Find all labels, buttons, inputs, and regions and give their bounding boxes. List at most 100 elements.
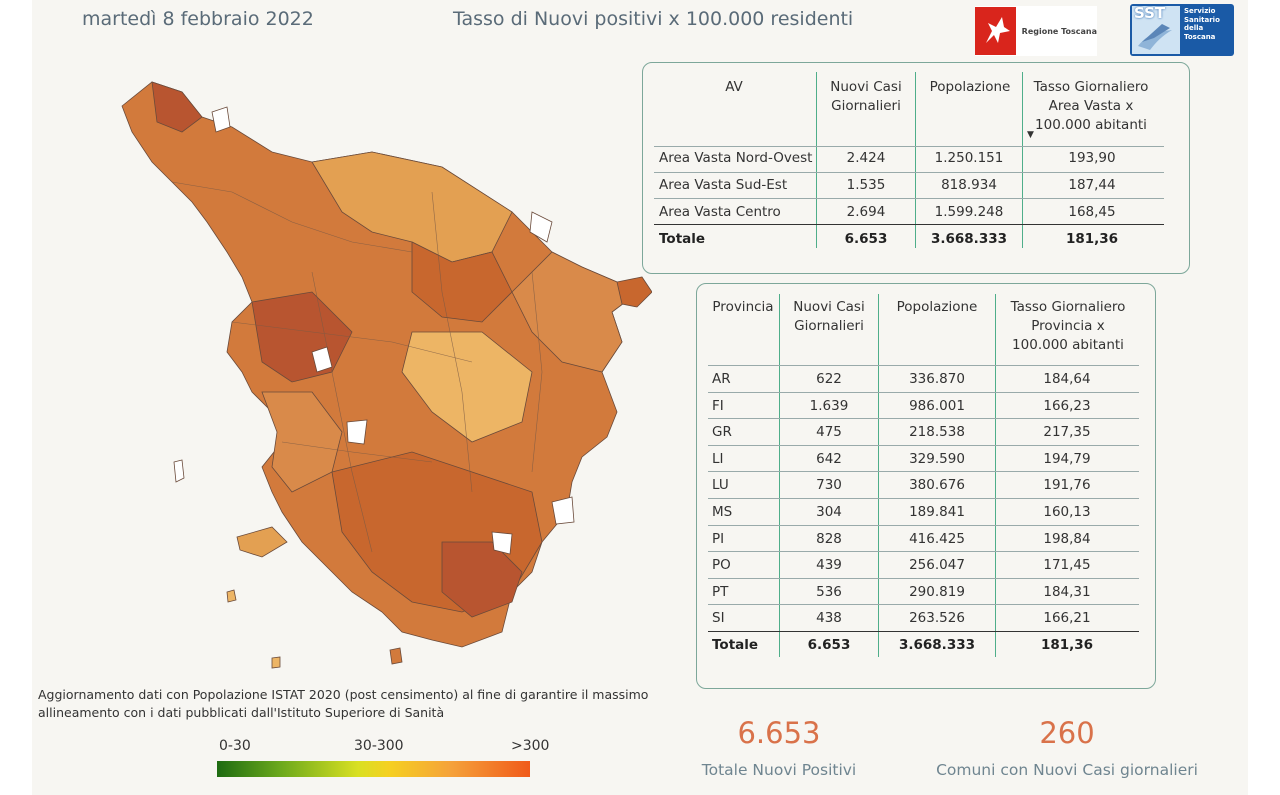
prov-row-line — [708, 551, 1139, 552]
map-region-northeast — [616, 276, 652, 308]
av-total-pop: 3.668.333 — [930, 231, 1007, 247]
report-date: martedì 8 febbraio 2022 — [82, 8, 314, 30]
prov-row-line — [708, 365, 1139, 366]
prov-row-line — [708, 525, 1139, 526]
prov-col-sep-3 — [995, 294, 996, 657]
prov-row-rate: 217,35 — [1043, 424, 1091, 440]
sst-abbr: SST — [1134, 4, 1166, 22]
map-nodata-6 — [491, 531, 513, 555]
av-col-sep-3 — [1022, 72, 1023, 248]
av-row-2-cases: 1.535 — [846, 177, 886, 193]
map-region-south — [441, 541, 523, 618]
map-island-giglio — [389, 647, 403, 665]
av-row-3-rate: 168,45 — [1068, 204, 1116, 220]
prov-row-pop: 416.425 — [909, 531, 965, 547]
regione-toscana-logo: Regione Toscana — [975, 6, 1097, 56]
av-sort-desc-icon[interactable]: ▼ — [1027, 130, 1034, 140]
av-row-3-cases: 2.694 — [846, 204, 886, 220]
sst-logo: SST Servizio Sanitario della Toscana — [1130, 4, 1234, 56]
prov-row-code: PI — [712, 531, 725, 547]
prov-total-rate: 181,36 — [1040, 637, 1094, 653]
av-header-cases[interactable]: Nuovi Casi Giornalieri — [830, 79, 902, 114]
prov-row-pop: 218.538 — [909, 424, 965, 440]
map-nodata-4 — [346, 419, 368, 445]
av-row-line-1 — [654, 172, 1164, 173]
map-nodata-5 — [551, 496, 575, 525]
av-table-panel — [642, 62, 1190, 274]
av-row-3-pop: 1.599.248 — [934, 204, 1004, 220]
sst-text: Servizio Sanitario della Toscana — [1184, 7, 1220, 41]
map-nodata-1 — [211, 106, 231, 133]
prov-row-line — [708, 445, 1139, 446]
prov-row-pop: 263.526 — [909, 610, 965, 626]
av-header-rate[interactable]: Tasso Giornaliero Area Vasta x 100.000 a… — [1033, 79, 1149, 133]
av-col-sep-1 — [816, 72, 817, 248]
map-nodata-2 — [529, 211, 553, 243]
map-island-elba — [236, 526, 288, 558]
prov-header-rate[interactable]: Tasso Giornaliero Provincia x 100.000 ab… — [1010, 299, 1126, 353]
prov-row-cases: 1.639 — [809, 398, 849, 414]
prov-row-code: PO — [712, 557, 731, 573]
prov-row-cases: 622 — [816, 371, 842, 387]
prov-row-pop: 290.819 — [909, 584, 965, 600]
av-row-1-pop: 1.250.151 — [934, 150, 1004, 166]
prov-row-line — [708, 392, 1139, 393]
av-total-line — [654, 224, 1164, 225]
prov-row-pop: 380.676 — [909, 477, 965, 493]
prov-total-line — [708, 631, 1139, 632]
map-region-siena — [401, 331, 533, 443]
map-region-massa — [151, 81, 203, 133]
prov-row-cases: 642 — [816, 451, 842, 467]
prov-row-rate: 191,76 — [1043, 477, 1091, 493]
prov-row-code: LI — [712, 451, 724, 467]
av-row-3-name: Area Vasta Centro — [659, 204, 781, 220]
prov-row-line — [708, 471, 1139, 472]
prov-row-pop: 986.001 — [909, 398, 965, 414]
regione-toscana-text: Regione Toscana — [1021, 26, 1097, 36]
prov-row-code: SI — [712, 610, 725, 626]
prov-row-cases: 536 — [816, 584, 842, 600]
map-island-capraia — [226, 589, 237, 603]
map-region-florence — [411, 241, 513, 323]
map-island-gorgona — [173, 459, 185, 483]
av-row-line-2 — [654, 198, 1164, 199]
prov-row-line — [708, 604, 1139, 605]
prov-row-line — [708, 578, 1139, 579]
prov-header-cases[interactable]: Nuovi Casi Giornalieri — [793, 299, 865, 334]
prov-total-pop: 3.668.333 — [898, 637, 975, 653]
prov-row-rate: 198,84 — [1043, 531, 1091, 547]
prov-total-code: Totale — [712, 637, 759, 653]
av-row-1-name: Area Vasta Nord-Ovest — [659, 150, 813, 166]
legend-low-label: 0-30 — [219, 738, 251, 754]
prov-row-rate: 184,31 — [1043, 584, 1091, 600]
av-header-av[interactable]: AV — [725, 79, 743, 95]
pegasus-icon — [975, 7, 1016, 55]
prov-col-sep-2 — [878, 294, 879, 657]
province-table-panel — [696, 283, 1156, 689]
prov-row-rate: 184,64 — [1043, 371, 1091, 387]
av-col-sep-2 — [915, 72, 916, 248]
prov-row-code: GR — [712, 424, 732, 440]
prov-row-cases: 475 — [816, 424, 842, 440]
av-total-rate: 181,36 — [1065, 231, 1119, 247]
prov-header-province[interactable]: Provincia — [712, 299, 774, 315]
prov-row-rate: 194,79 — [1043, 451, 1091, 467]
av-row-2-name: Area Vasta Sud-Est — [659, 177, 788, 193]
av-total-label: Totale — [659, 231, 706, 247]
av-header-population[interactable]: Popolazione — [929, 79, 1011, 95]
prov-header-population[interactable]: Popolazione — [896, 299, 978, 315]
prov-row-line — [708, 418, 1139, 419]
prov-row-pop: 329.590 — [909, 451, 965, 467]
total-new-positives-value: 6.653 — [737, 716, 821, 750]
map-nodata-3 — [311, 346, 333, 373]
prov-col-sep-1 — [779, 294, 780, 657]
tuscany-choropleth-map[interactable] — [112, 72, 652, 677]
prov-row-code: LU — [712, 477, 729, 493]
legend-color-scale — [217, 761, 530, 777]
legend-high-label: >300 — [511, 738, 550, 754]
map-island-giannutri — [271, 656, 281, 669]
dashboard-title: Tasso di Nuovi positivi x 100.000 reside… — [453, 8, 854, 30]
prov-row-rate: 171,45 — [1043, 557, 1091, 573]
prov-row-code: AR — [712, 371, 731, 387]
comuni-count-value: 260 — [1039, 716, 1095, 750]
